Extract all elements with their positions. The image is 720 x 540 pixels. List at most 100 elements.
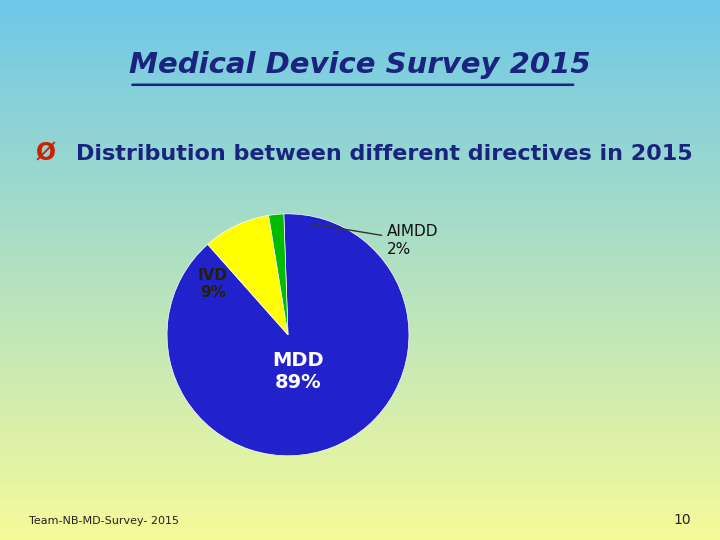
Bar (0, 461, 720, 463)
Bar (0, 536, 720, 538)
Bar (0, 259, 720, 261)
Bar (0, 173, 720, 174)
Bar (0, 454, 720, 455)
Bar (0, 268, 720, 270)
Bar (0, 104, 720, 106)
Bar (0, 108, 720, 110)
Bar (0, 320, 720, 322)
Bar (0, 174, 720, 177)
Bar (0, 430, 720, 432)
Bar (0, 333, 720, 335)
Bar (0, 126, 720, 128)
Bar (0, 31, 720, 32)
Bar (0, 403, 720, 405)
Bar (0, 513, 720, 515)
Bar (0, 124, 720, 126)
Bar (0, 383, 720, 385)
Bar (0, 144, 720, 146)
Bar (0, 319, 720, 320)
Bar (0, 468, 720, 470)
Bar (0, 90, 720, 92)
Bar (0, 511, 720, 513)
Bar (0, 400, 720, 401)
Bar (0, 531, 720, 533)
Bar (0, 221, 720, 223)
Bar (0, 529, 720, 531)
Bar (0, 25, 720, 27)
Bar (0, 410, 720, 412)
Bar (0, 371, 720, 373)
Bar (0, 207, 720, 209)
Bar (0, 74, 720, 76)
Bar (0, 83, 720, 85)
Bar (0, 308, 720, 309)
Bar (0, 52, 720, 54)
Bar (0, 313, 720, 315)
Bar (0, 373, 720, 374)
Bar (0, 493, 720, 495)
Wedge shape (207, 215, 288, 335)
Bar (0, 158, 720, 160)
Bar (0, 112, 720, 113)
Bar (0, 335, 720, 336)
Bar (0, 86, 720, 88)
Bar (0, 45, 720, 47)
Bar (0, 428, 720, 430)
Bar (0, 236, 720, 238)
Bar (0, 209, 720, 211)
Bar (0, 216, 720, 218)
Bar (0, 366, 720, 367)
Bar (0, 66, 720, 69)
Bar (0, 212, 720, 214)
Bar (0, 457, 720, 459)
Wedge shape (269, 214, 288, 335)
Bar (0, 241, 720, 243)
Bar (0, 255, 720, 258)
Bar (0, 106, 720, 108)
Bar (0, 390, 720, 393)
Bar (0, 427, 720, 428)
Bar (0, 32, 720, 34)
Bar (0, 281, 720, 282)
Bar (0, 77, 720, 79)
Bar (0, 59, 720, 61)
Bar (0, 339, 720, 340)
Bar (0, 502, 720, 504)
Bar (0, 528, 720, 529)
Bar (0, 119, 720, 120)
Bar (0, 36, 720, 38)
Bar (0, 490, 720, 491)
Bar (0, 56, 720, 58)
Bar (0, 412, 720, 414)
Bar (0, 92, 720, 93)
Bar (0, 459, 720, 461)
Bar (0, 272, 720, 274)
Bar (0, 452, 720, 454)
Bar (0, 401, 720, 403)
Bar (0, 23, 720, 25)
Text: IVD
9%: IVD 9% (198, 268, 228, 300)
Bar (0, 533, 720, 535)
Bar (0, 49, 720, 50)
Bar (0, 43, 720, 45)
Bar (0, 328, 720, 329)
Bar (0, 231, 720, 232)
Bar (0, 509, 720, 511)
Bar (0, 515, 720, 517)
Bar (0, 72, 720, 74)
Bar (0, 137, 720, 139)
Bar (0, 279, 720, 281)
Bar (0, 265, 720, 266)
Bar (0, 130, 720, 131)
Bar (0, 525, 720, 528)
Bar (0, 437, 720, 439)
Bar (0, 450, 720, 452)
Bar (0, 331, 720, 333)
Bar (0, 351, 720, 353)
Bar (0, 471, 720, 474)
Bar (0, 50, 720, 52)
Bar (0, 228, 720, 231)
Bar (0, 382, 720, 383)
Bar (0, 389, 720, 390)
Bar (0, 69, 720, 70)
